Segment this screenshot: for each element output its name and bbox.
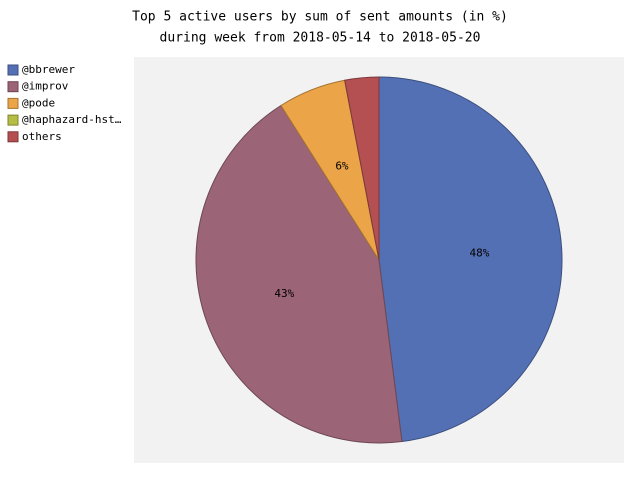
chart-title: during week from 2018-05-14 to 2018-05-2… xyxy=(160,31,481,46)
legend-swatch xyxy=(7,114,19,126)
legend-swatch xyxy=(7,64,19,76)
legend-swatch xyxy=(7,131,19,143)
data-label: 43% xyxy=(274,287,294,300)
pie-slice xyxy=(195,104,403,444)
data-label: 48% xyxy=(470,247,490,260)
legend-label: @bbrewer xyxy=(22,63,75,76)
legend-label: @haphazard-hst… xyxy=(22,113,122,126)
legend-swatch xyxy=(7,81,19,93)
pie-slice xyxy=(344,76,380,261)
legend-label: @improv xyxy=(22,80,69,93)
legend-swatch xyxy=(7,97,19,109)
data-label: 6% xyxy=(335,159,349,172)
chart-title: Top 5 active users by sum of sent amount… xyxy=(132,10,508,25)
pie-slice xyxy=(378,76,563,443)
legend-label: others xyxy=(22,130,62,143)
legend-label: @pode xyxy=(22,96,55,109)
